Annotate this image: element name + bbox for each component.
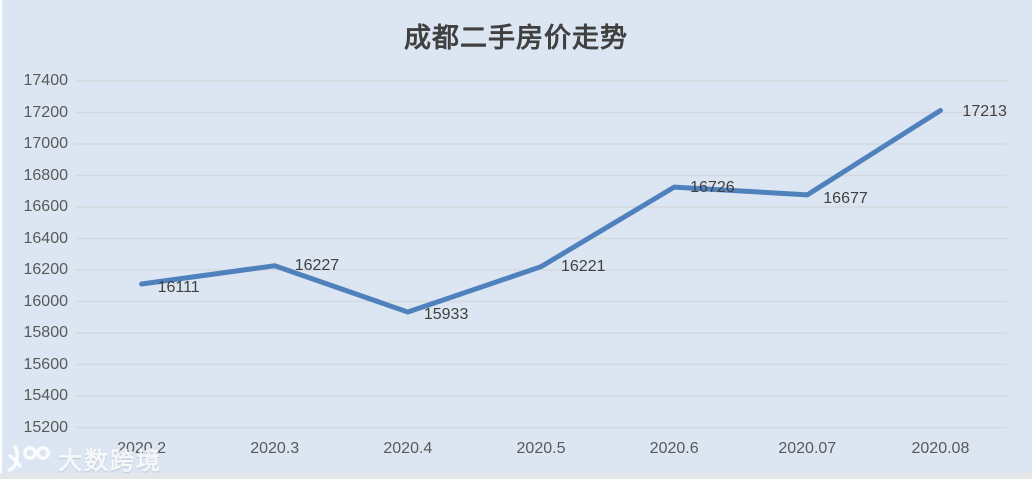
data-point-label: 16111 — [157, 279, 200, 297]
x-tick-label: 2020.6 — [649, 440, 699, 457]
x-tick-label: 2020.5 — [516, 440, 566, 457]
data-point-label: 15933 — [423, 306, 469, 324]
y-tick-label: 15800 — [23, 324, 69, 341]
bottom-edge-strip — [0, 473, 1032, 479]
y-tick-label: 16800 — [23, 166, 69, 184]
left-edge-highlight — [0, 0, 2, 479]
y-tick-label: 16400 — [23, 229, 69, 247]
y-tick-label: 16000 — [23, 292, 69, 310]
y-tick-label: 15200 — [23, 418, 69, 436]
data-point-label: 17213 — [962, 103, 1007, 121]
y-tick-label: 15400 — [23, 387, 69, 404]
x-tick-label: 2020.08 — [911, 440, 970, 457]
data-point-label: 16726 — [690, 179, 735, 197]
data-point-label: 16227 — [294, 256, 340, 274]
x-tick-label: 2020.4 — [383, 440, 433, 457]
trend-line — [139, 107, 943, 315]
y-tick-label: 17400 — [23, 72, 69, 89]
x-tick-label: 2020.07 — [778, 440, 837, 457]
y-tick-label: 16600 — [23, 198, 69, 215]
y-tick-label: 16200 — [23, 261, 69, 278]
y-tick-label: 15600 — [23, 355, 69, 373]
y-tick-label: 17000 — [23, 135, 69, 152]
chart-title: 成都二手房价走势 — [404, 23, 628, 53]
data-point-label: 16677 — [823, 189, 868, 207]
x-tick-label: 2020.3 — [250, 440, 300, 457]
y-tick-label: 17200 — [23, 103, 69, 121]
x-tick-label: 2020.2 — [117, 440, 167, 457]
data-point-label: 16221 — [561, 257, 606, 275]
